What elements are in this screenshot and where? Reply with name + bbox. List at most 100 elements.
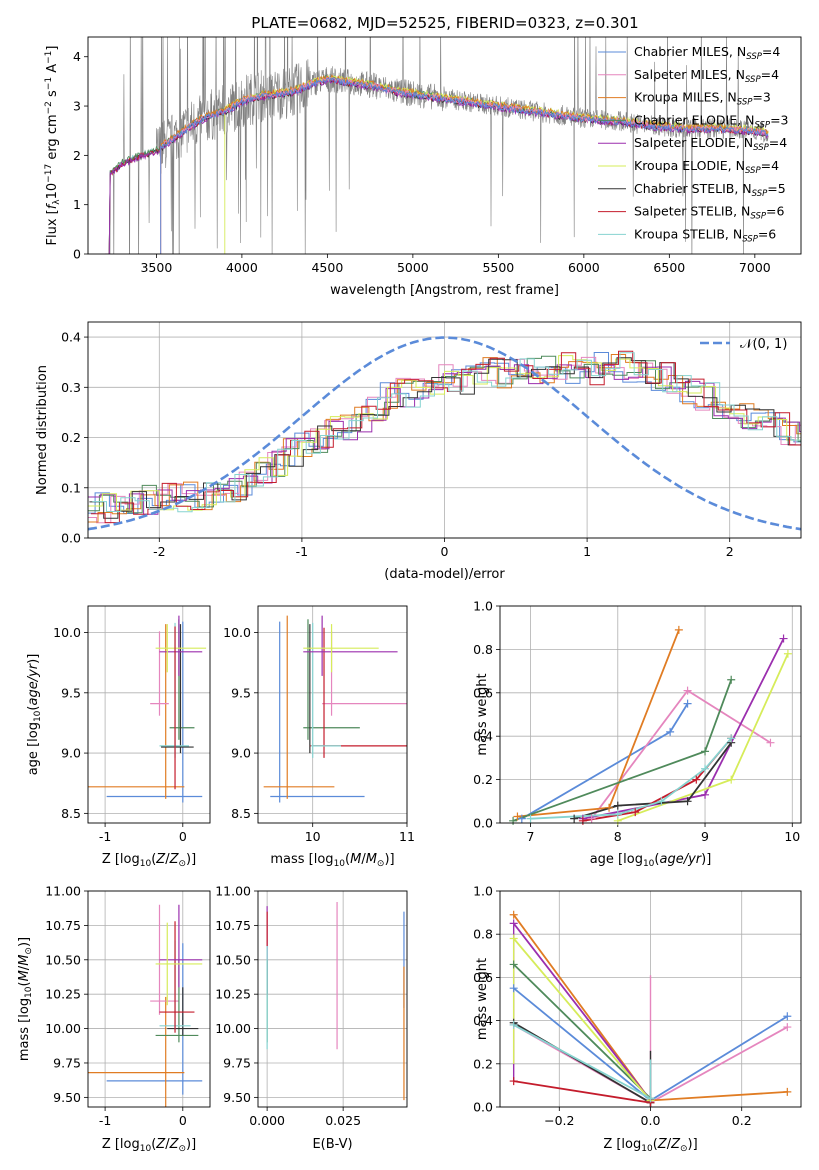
series-line-salpeter-elodie (512, 922, 652, 1102)
x-axis-label-part: ( (654, 852, 659, 867)
axes-frame (87, 321, 802, 539)
point-marker-kroupa-miles (509, 910, 518, 919)
x-tick-label: 5000 (397, 260, 429, 275)
y-tick-label: 0.4 (473, 1013, 493, 1028)
y-tick-label: 10.50 (215, 952, 251, 967)
y-tick-label: 0.8 (473, 642, 493, 657)
y-tick-label: 9.0 (231, 746, 251, 761)
x-axis-label-part: Z (155, 1137, 166, 1152)
x-axis-label-part: Z [log (102, 852, 140, 867)
x-tick-label: 4500 (311, 260, 343, 275)
axes-frame (87, 36, 802, 255)
y-axis-label-part: M (17, 955, 32, 966)
y-axis-label: Flux [fλ10−17 erg cm−2 s−1 A−1] (44, 46, 62, 246)
y-tick-label: 2 (73, 148, 81, 163)
y-tick-label: 1.0 (473, 599, 493, 614)
x-axis-label: age [log10(age/yr)] (590, 852, 712, 869)
y-axis-label-part: −2 (44, 101, 54, 114)
x-axis-label-part: ( (345, 852, 350, 867)
x-axis-label-part: / (667, 1137, 672, 1152)
x-axis-label-part: ⊙ (680, 1144, 688, 1154)
y-tick-label: 3 (73, 99, 81, 114)
x-tick-label: -1 (99, 829, 111, 844)
point-marker-kroupa-elodie (727, 775, 736, 784)
legend-sub: SSP (737, 98, 753, 108)
x-tick-label: -1 (99, 1113, 111, 1128)
y-tick-label: 9.75 (223, 1055, 251, 1070)
series-line-salpeter-stelib (513, 1080, 651, 1104)
axes-frame (499, 890, 802, 1108)
x-axis-label-part: M (350, 852, 361, 867)
x-tick-label: 7000 (739, 260, 771, 275)
axes: 0.000 0.025 9.50 9.75 10.00 10.25 10.50 10.75 11… (215, 884, 361, 1129)
legend-suffix: =3 (770, 112, 788, 127)
y-axis-label-part: / (17, 965, 32, 970)
x-axis-label-part: 10 (643, 859, 655, 869)
x-tick-label: 8 (614, 829, 622, 844)
x-axis-label-part: )] (688, 1137, 698, 1152)
x-tick-label: 4000 (226, 260, 258, 275)
x-axis-label-part: M (366, 852, 377, 867)
x-axis-label-part: age/yr (659, 852, 702, 867)
x-axis-label-part: 10 (334, 859, 346, 869)
normal-curve (88, 336, 801, 531)
axes: 10 11 8.5 9.0 9.5 10.0 (223, 625, 415, 844)
x-axis-label-part: wavelength [Angstrom, rest frame] (330, 283, 559, 298)
x-axis-label-part: age [log (590, 852, 643, 867)
y-tick-label: 9.50 (53, 1090, 81, 1105)
x-tick-label: 0 (179, 1113, 187, 1128)
x-axis-label-part: Z (670, 1137, 681, 1152)
legend-suffix: =4 (769, 135, 787, 150)
legend-entry: Salpeter STELIB, NSSP=6 (634, 204, 784, 222)
series-line-chabrier-stelib (513, 1022, 651, 1104)
y-tick-label: 1 (73, 197, 81, 212)
y-axis-label-part: 10 (45, 183, 60, 200)
legend-entry: Kroupa MILES, NSSP=3 (634, 90, 771, 108)
y-axis-label-part: mass [log (17, 998, 32, 1061)
y-tick-label: 9.75 (53, 1055, 81, 1070)
point-marker-salpeter-elodie (701, 790, 710, 799)
plot-area (263, 615, 407, 803)
y-tick-label: 0.4 (473, 729, 493, 744)
histogram-kroupa-elodie (88, 355, 801, 511)
legend-suffix: =4 (761, 67, 779, 82)
y-tick-label: 0.2 (473, 1056, 493, 1071)
legend-label: Salpeter ELODIE, N (634, 135, 753, 150)
x-axis-label: (data-model)/error (384, 567, 505, 582)
legend-entry: Chabrier MILES, NSSP=4 (634, 44, 780, 62)
x-axis-label-part: ⊙ (178, 859, 186, 869)
series-line-kroupa-miles (517, 629, 680, 818)
x-axis-label-part: 10 (140, 1144, 152, 1154)
x-tick-label: 10 (784, 829, 800, 844)
y-axis-label-part: Flux [ (45, 209, 60, 245)
y-tick-label: 0.0 (61, 531, 81, 546)
plot-area (88, 336, 801, 531)
axes: -1 0 9.50 9.75 10.00 10.25 10.50 10.75 11.00 (45, 884, 187, 1129)
axes: -1 0 8.5 9.0 9.5 10.0 (53, 625, 187, 844)
y-axis-label-part: )] (17, 937, 32, 947)
y-tick-label: 9.50 (223, 1090, 251, 1105)
y-tick-label: 9.0 (61, 746, 81, 761)
x-axis-label-part: ⊙ (178, 1144, 186, 1154)
legend-label: Chabrier ELODIE, N (634, 112, 754, 127)
y-axis-label-part: age [log (26, 722, 41, 775)
point-marker-kroupa-miles (674, 625, 683, 634)
legend-entry: Kroupa STELIB, NSSP=6 (634, 226, 776, 244)
legend-entry: Kroupa ELODIE, NSSP=4 (634, 158, 779, 176)
point-marker-chabrier-miles (509, 984, 518, 993)
y-tick-label: 0.6 (473, 685, 493, 700)
histogram-kroupa-stelib (92, 352, 801, 513)
x-tick-label: 0 (441, 544, 449, 559)
point-marker-salpeter-stelib (692, 775, 701, 784)
y-axis-label: mass weight (475, 958, 490, 1040)
x-axis-label-part: Z (169, 1137, 180, 1152)
axes-frame (87, 890, 211, 1108)
y-tick-label: 10.25 (215, 987, 251, 1002)
y-axis-label-part: mass weight (475, 958, 490, 1040)
x-axis-label-part: E(B-V) (312, 1137, 352, 1152)
x-axis-label-part: mass [log (270, 852, 333, 867)
point-marker-kroupa-miles (605, 803, 614, 812)
x-tick-label: 2 (726, 544, 734, 559)
